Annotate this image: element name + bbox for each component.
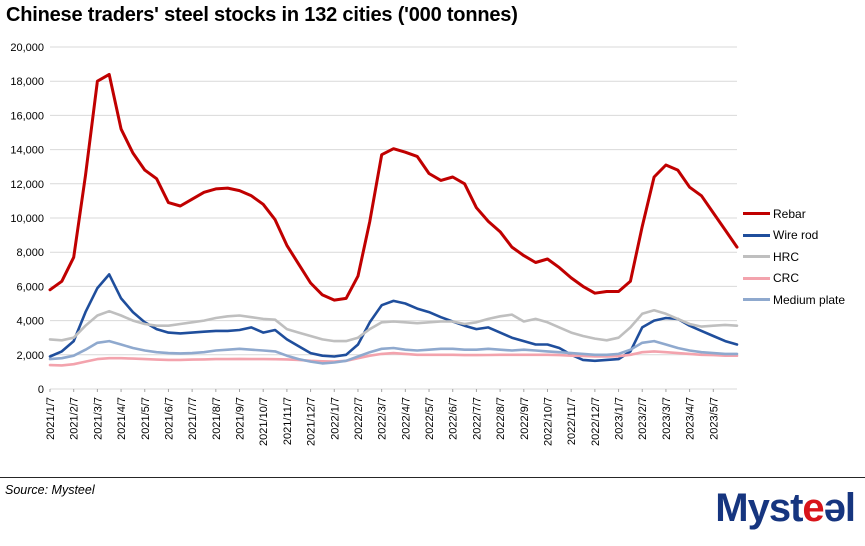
legend-label-hrc: HRC — [773, 249, 799, 264]
legend-swatch-wire-rod — [743, 233, 770, 237]
x-axis-tick-label: 2021/2/7 — [69, 397, 81, 440]
x-axis-tick-label: 2022/7/7 — [471, 397, 483, 440]
x-axis-tick-label: 2022/9/7 — [519, 397, 531, 440]
x-axis-tick-label: 2023/2/7 — [637, 397, 649, 440]
logo-text-blue-2: əl — [823, 486, 856, 530]
x-axis-tick-label: 2021/12/7 — [306, 397, 318, 446]
series-line-rebar — [48, 72, 739, 302]
mysteel-logo: Mysteəl — [715, 486, 856, 531]
x-axis-tick-label: 2022/11/7 — [566, 397, 578, 445]
x-axis-tick-label: 2022/5/7 — [424, 397, 436, 440]
x-axis-tick-label: 2021/9/7 — [235, 397, 247, 440]
legend-item-wire-rod: Wire rod — [743, 225, 863, 247]
series-line-hrc — [48, 308, 739, 343]
x-axis-tick-label: 2023/3/7 — [661, 397, 673, 440]
x-axis-tick-label: 2021/1/7 — [45, 397, 57, 440]
x-axis-tick-label: 2021/3/7 — [92, 397, 104, 440]
x-axis-tick-label: 2021/7/7 — [187, 397, 199, 440]
x-axis-tick-label: 2021/8/7 — [211, 397, 223, 440]
y-axis-tick-label: 14,000 — [10, 145, 44, 157]
line-chart: 0 2,000 4,000 6,000 8,000 10,000 12,000 14,000 1… — [10, 42, 739, 446]
y-axis-tick-label: 10,000 — [10, 213, 44, 225]
series-line-crc — [48, 350, 739, 367]
y-axis-tick-label: 2,000 — [16, 350, 44, 362]
x-axis-tick-label: 2022/12/7 — [590, 397, 602, 446]
x-axis-tick-label: 2023/1/7 — [614, 397, 626, 440]
y-axis-tick-label: 12,000 — [10, 179, 44, 191]
legend-item-crc: CRC — [743, 268, 863, 290]
legend-item-hrc: HRC — [743, 246, 863, 268]
x-axis-tick-label: 2022/8/7 — [495, 397, 507, 440]
series-line-medium-plate — [48, 339, 739, 365]
y-axis-tick-label: 6,000 — [16, 281, 44, 293]
x-axis-tick-label: 2022/4/7 — [400, 397, 412, 440]
footer-divider — [0, 477, 865, 478]
x-axis-tick-label: 2022/10/7 — [542, 397, 554, 446]
logo-text-red: e — [802, 486, 824, 530]
x-axis-tick-label: 2021/4/7 — [116, 397, 128, 440]
source-label: Source: Mysteel — [5, 483, 95, 497]
x-axis-tick-label: 2022/6/7 — [448, 397, 460, 440]
x-axis-tick-label: 2021/11/7 — [282, 397, 294, 445]
chart-title: Chinese traders' steel stocks in 132 cit… — [6, 4, 518, 26]
y-axis-tick-label: 20,000 — [10, 42, 44, 54]
legend-item-rebar: Rebar — [743, 203, 863, 225]
y-axis-tick-label: 16,000 — [10, 110, 44, 122]
y-axis-tick-label: 4,000 — [16, 316, 44, 328]
x-axis-tick-label: 2021/6/7 — [163, 397, 175, 440]
legend-swatch-medium-plate — [743, 298, 770, 302]
y-axis-tick-label: 18,000 — [10, 76, 44, 88]
x-axis-tick-label: 2022/1/7 — [329, 397, 341, 440]
legend-swatch-hrc — [743, 255, 770, 259]
legend-label-rebar: Rebar — [773, 206, 806, 221]
x-axis-tick-label: 2021/5/7 — [140, 397, 152, 440]
x-axis-tick-label: 2021/10/7 — [258, 397, 270, 446]
x-axis-tick-label: 2022/3/7 — [377, 397, 389, 440]
legend-label-wire-rod: Wire rod — [773, 228, 819, 243]
y-axis-tick-label: 8,000 — [16, 247, 44, 259]
y-axis-tick-label: 0 — [38, 384, 44, 396]
legend-swatch-crc — [743, 276, 770, 280]
legend-swatch-rebar — [743, 212, 770, 216]
x-axis-tick-label: 2023/4/7 — [685, 397, 697, 440]
x-axis-tick-label: 2022/2/7 — [353, 397, 365, 440]
legend-label-medium-plate: Medium plate — [773, 292, 846, 307]
logo-text-blue-1: Myst — [715, 486, 803, 530]
x-axis-tick-label: 2023/5/7 — [708, 397, 720, 440]
legend-item-medium-plate: Medium plate — [743, 289, 863, 311]
legend: Rebar Wire rod HRC CRC Medium plate — [743, 203, 863, 311]
legend-label-crc: CRC — [773, 271, 799, 286]
